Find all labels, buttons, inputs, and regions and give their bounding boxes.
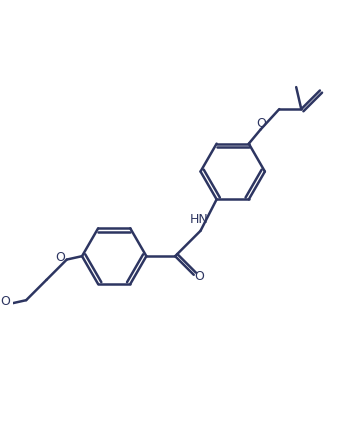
Text: O: O [194, 270, 204, 283]
Text: O: O [0, 295, 10, 308]
Text: HN: HN [189, 213, 208, 226]
Text: O: O [56, 251, 65, 264]
Text: O: O [256, 117, 266, 130]
